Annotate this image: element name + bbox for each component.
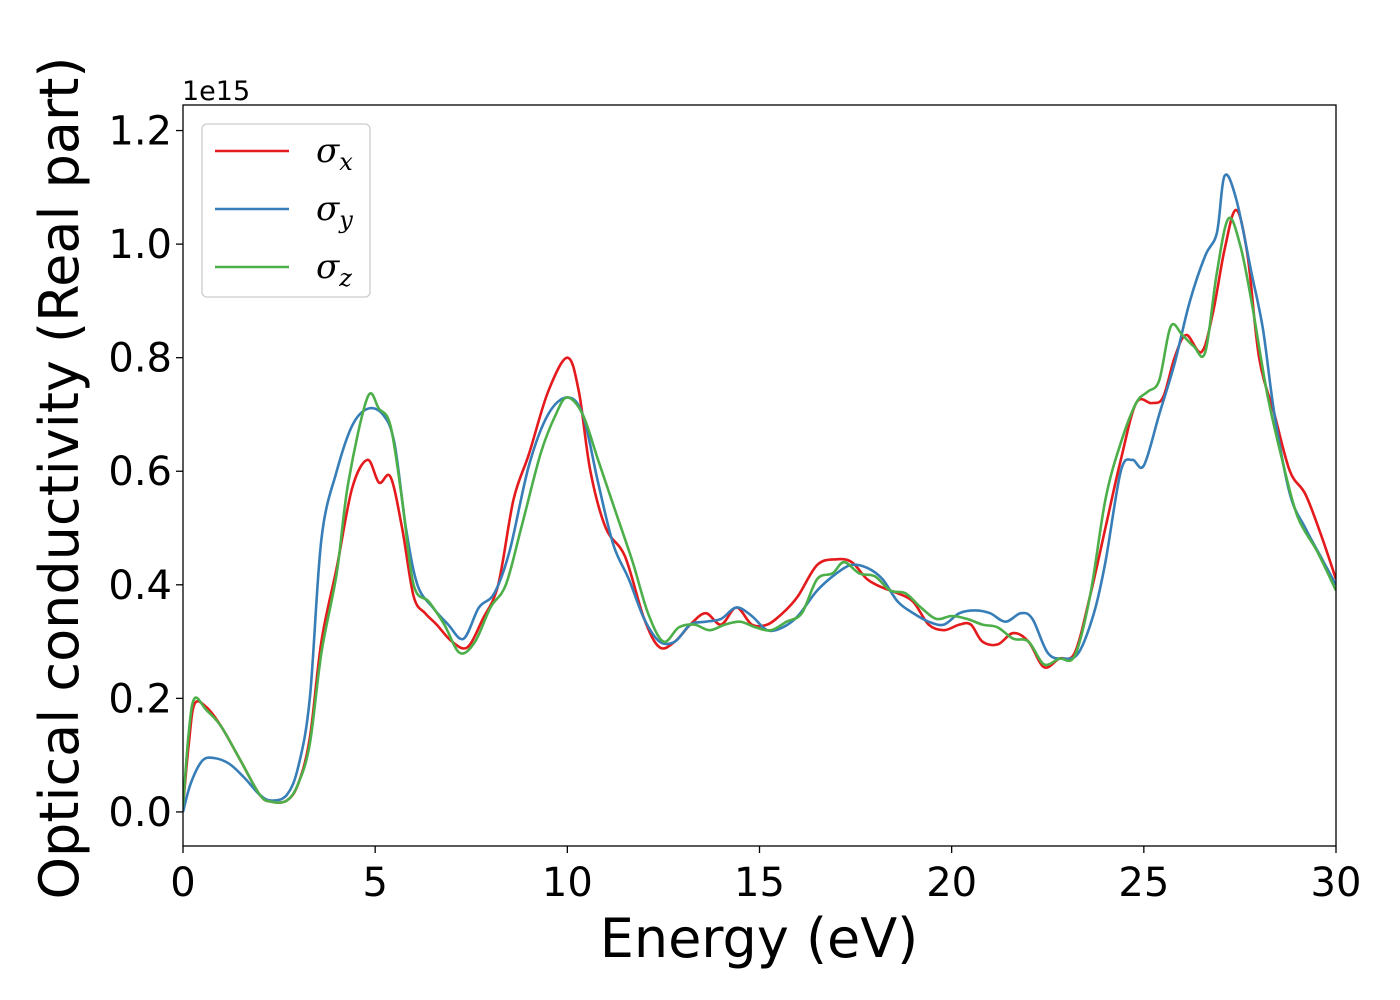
x-tick-label: 15 xyxy=(734,860,785,906)
series-layer xyxy=(183,173,1336,813)
x-axis-ticks: 0 5 10 15 20 25 30 xyxy=(170,846,1361,906)
x-tick-label: 0 xyxy=(170,860,195,906)
y-tick-label: 0.4 xyxy=(108,563,172,609)
series-line-sigma-x xyxy=(183,208,1336,807)
y-tick-label: 0.2 xyxy=(108,676,172,722)
plot-frame xyxy=(182,104,1337,847)
x-tick-label: 5 xyxy=(362,860,387,906)
x-tick-label: 25 xyxy=(1118,860,1169,906)
x-tick-label: 20 xyxy=(926,860,977,906)
y-tick-label: 0.6 xyxy=(108,449,172,495)
y-axis-ticks: 0.0 0.2 0.4 0.6 0.8 1.0 1.2 xyxy=(108,109,183,836)
y-tick-label: 0.8 xyxy=(108,336,172,382)
y-tick-label: 1.0 xyxy=(108,222,172,268)
y-tick-label: 1.2 xyxy=(108,109,172,155)
legend-frame xyxy=(201,123,371,298)
series-line-sigma-z xyxy=(183,216,1336,807)
x-axis-label: Energy (eV) xyxy=(600,907,919,970)
y-axis-label: Optical conductivity (Real part) xyxy=(28,57,91,900)
x-tick-label: 30 xyxy=(1311,860,1362,906)
series-line-sigma-y xyxy=(183,173,1336,813)
x-tick-label: 10 xyxy=(542,860,593,906)
y-tick-label: 0.0 xyxy=(108,790,172,836)
y-axis-offset-text: 1e15 xyxy=(182,76,250,107)
legend-label-sigma-z: σz xyxy=(316,247,352,292)
